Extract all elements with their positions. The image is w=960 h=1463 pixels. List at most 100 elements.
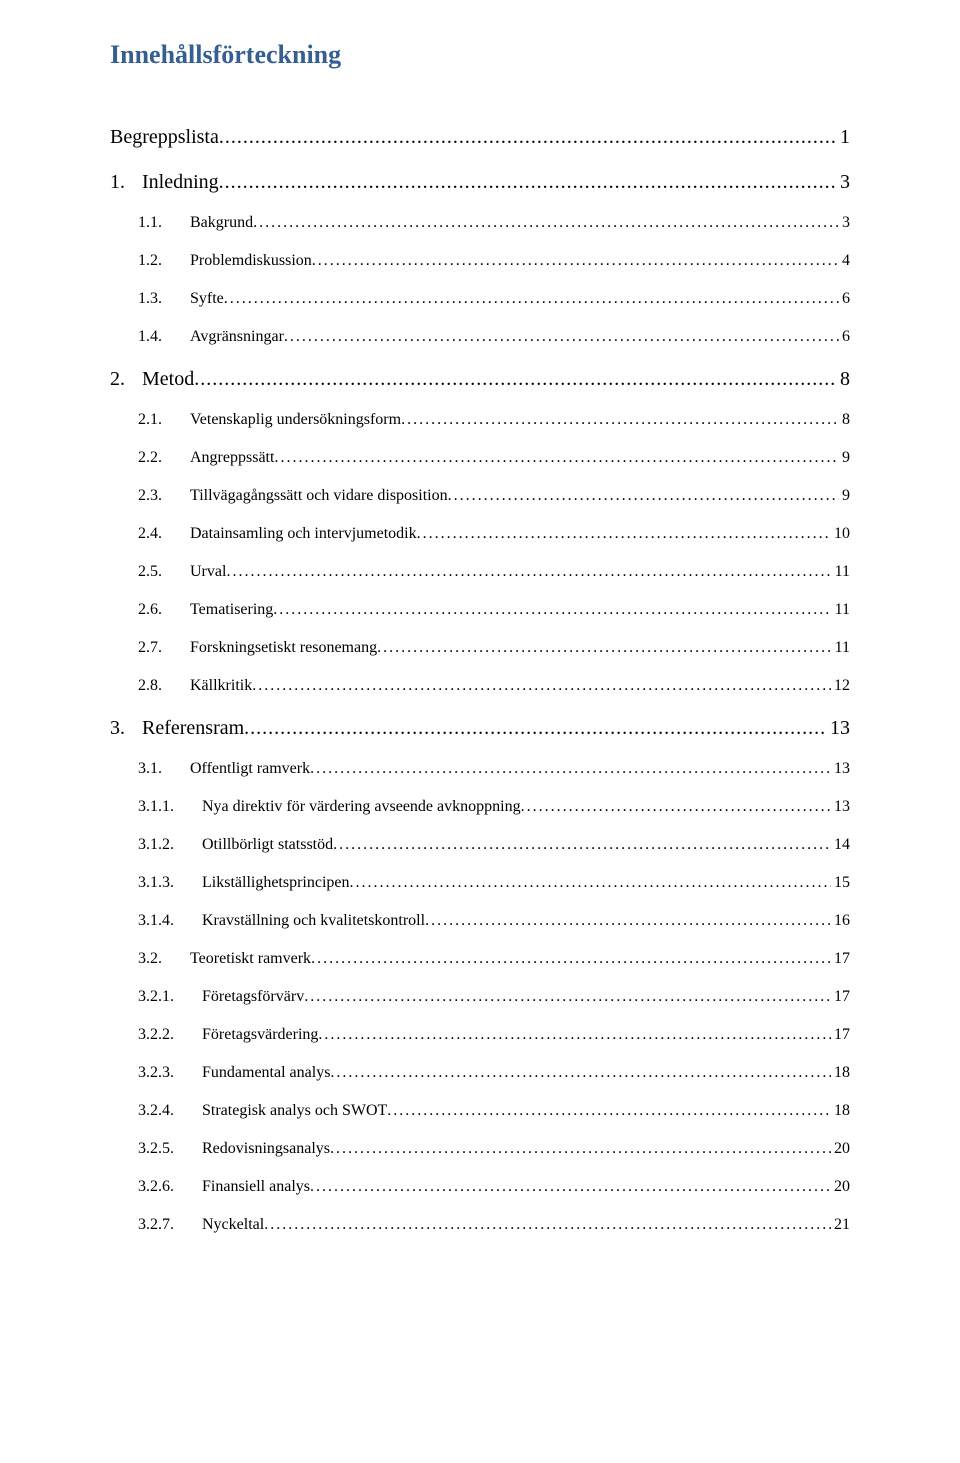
toc-entry-number: 3.2.1. [138, 988, 202, 1006]
toc-entry-label: Avgränsningar [190, 328, 284, 346]
toc-entry: 3.1.Offentligt ramverk 13 [110, 760, 850, 778]
toc-entry-page: 3 [839, 214, 850, 232]
toc-entry-page: 20 [831, 1140, 850, 1158]
toc-entry: 3.2.2.Företagsvärdering 17 [110, 1026, 850, 1044]
toc-entry-page: 11 [832, 601, 850, 619]
toc-entry-label: Tillvägagångssätt och vidare disposition [190, 487, 448, 505]
toc-entry: 3.Referensram 13 [110, 717, 850, 740]
document-page: Innehållsförteckning Begreppslista 1 1.In… [0, 0, 960, 1278]
toc-entry-number: 3.1. [138, 760, 190, 778]
toc-leader-dots [417, 525, 831, 543]
toc-leader-dots [284, 328, 839, 346]
toc-entry-page: 13 [831, 760, 850, 778]
toc-entry: 1.3.Syfte 6 [110, 290, 850, 308]
toc-entry-label: Teoretiskt ramverk [190, 950, 311, 968]
toc-entry-page: 18 [831, 1064, 850, 1082]
toc-entry-number: 2.4. [138, 525, 190, 543]
toc-entry-label: Metod [142, 368, 194, 391]
toc-entry: 3.1.3.Likställighetsprincipen 15 [110, 874, 850, 892]
toc-entry-label: Finansiell analys [202, 1178, 310, 1196]
toc-entry-page: 9 [839, 487, 850, 505]
toc-entry-number: 2.5. [138, 563, 190, 581]
toc-leader-dots [219, 126, 837, 149]
toc-entry-label: Angreppssätt [190, 449, 274, 467]
toc-entry: 3.1.2.Otillbörligt statsstöd 14 [110, 836, 850, 854]
toc-entry-page: 16 [831, 912, 850, 930]
toc-entry-number: 3.2.2. [138, 1026, 202, 1044]
toc-entry-label: Referensram [142, 717, 244, 740]
toc-entry-number: 1.4. [138, 328, 190, 346]
toc-leader-dots [318, 1026, 831, 1044]
toc-leader-dots [194, 368, 837, 391]
toc-entry-label: Problemdiskussion [190, 252, 312, 270]
toc-leader-dots [304, 988, 831, 1006]
toc-entry-page: 4 [839, 252, 850, 270]
toc-entry-label: Företagsförvärv [202, 988, 304, 1006]
toc-entry-label: Nyckeltal [202, 1216, 264, 1234]
toc-entry-page: 15 [831, 874, 850, 892]
toc-entry-label: Fundamental analys [202, 1064, 330, 1082]
toc-leader-dots [273, 601, 831, 619]
toc-leader-dots [226, 563, 831, 581]
toc-entry: 2.5.Urval 11 [110, 563, 850, 581]
toc-leader-dots [311, 950, 831, 968]
toc-entry-number: 2.2. [138, 449, 190, 467]
toc-entry-label: Inledning [142, 171, 219, 194]
toc-entry-label: Otillbörligt statsstöd [202, 836, 333, 854]
toc-entry-page: 17 [831, 950, 850, 968]
toc-leader-dots [310, 760, 831, 778]
toc-leader-dots [274, 449, 839, 467]
page-title: Innehållsförteckning [110, 40, 850, 70]
toc-entry-label: Källkritik [190, 677, 252, 695]
toc-entry-number: 3.2.6. [138, 1178, 202, 1196]
toc-entry-label: Offentligt ramverk [190, 760, 310, 778]
toc-entry-label: Likställighetsprincipen [202, 874, 350, 892]
toc-entry: 3.2.1.Företagsförvärv 17 [110, 988, 850, 1006]
toc-entry-label: Datainsamling och intervjumetodik [190, 525, 417, 543]
toc-entry-number: 2.3. [138, 487, 190, 505]
toc-entry-label: Forskningsetiskt resonemang [190, 639, 377, 657]
toc-entry-label: Begreppslista [110, 126, 219, 149]
toc-entry-number: 3.2.4. [138, 1102, 202, 1120]
toc-entry-number: 2.6. [138, 601, 190, 619]
toc-entry-page: 1 [837, 126, 850, 149]
toc-entry-number: 1. [110, 171, 142, 194]
toc-entry-number: 3. [110, 717, 142, 740]
toc-entry: 3.2.3.Fundamental analys 18 [110, 1064, 850, 1082]
toc-entry-label: Urval [190, 563, 226, 581]
toc-entry: 2.Metod 8 [110, 368, 850, 391]
toc-entry: 3.2.7.Nyckeltal 21 [110, 1216, 850, 1234]
toc-entry-number: 3.1.1. [138, 798, 202, 816]
toc-leader-dots [333, 836, 831, 854]
toc-entry-label: Nya direktiv för värdering avseende avkn… [202, 798, 521, 816]
toc-entry-label: Syfte [190, 290, 224, 308]
toc-entry: 3.1.4.Kravställning och kvalitetskontrol… [110, 912, 850, 930]
toc-leader-dots [219, 171, 837, 194]
toc-entry-page: 13 [831, 798, 850, 816]
toc-entry-number: 3.1.2. [138, 836, 202, 854]
toc-entry: 3.2.Teoretiskt ramverk 17 [110, 950, 850, 968]
toc-entry-page: 9 [839, 449, 850, 467]
toc-entry-number: 2.8. [138, 677, 190, 695]
toc-entry: 3.2.5.Redovisningsanalys 20 [110, 1140, 850, 1158]
toc-entry: 2.2.Angreppssätt 9 [110, 449, 850, 467]
toc-entry-page: 10 [831, 525, 850, 543]
toc-entry: 2.8.Källkritik 12 [110, 677, 850, 695]
toc-entry: 1.Inledning 3 [110, 171, 850, 194]
toc-entry-label: Bakgrund [190, 214, 253, 232]
toc-leader-dots [310, 1178, 831, 1196]
toc-entry-page: 21 [831, 1216, 850, 1234]
toc-entry-number: 3.1.3. [138, 874, 202, 892]
toc-leader-dots [224, 290, 839, 308]
toc-entry-label: Kravställning och kvalitetskontroll [202, 912, 425, 930]
toc-entry-page: 11 [832, 639, 850, 657]
toc-entry: 1.1.Bakgrund 3 [110, 214, 850, 232]
toc-entry: 2.3.Tillvägagångssätt och vidare disposi… [110, 487, 850, 505]
toc-entry-number: 1.1. [138, 214, 190, 232]
toc-entry-page: 17 [831, 1026, 850, 1044]
toc-entry-number: 1.3. [138, 290, 190, 308]
toc-entry-number: 3.2.7. [138, 1216, 202, 1234]
toc-leader-dots [264, 1216, 831, 1234]
toc-entry: 3.2.6.Finansiell analys 20 [110, 1178, 850, 1196]
toc-entry-page: 8 [839, 411, 850, 429]
